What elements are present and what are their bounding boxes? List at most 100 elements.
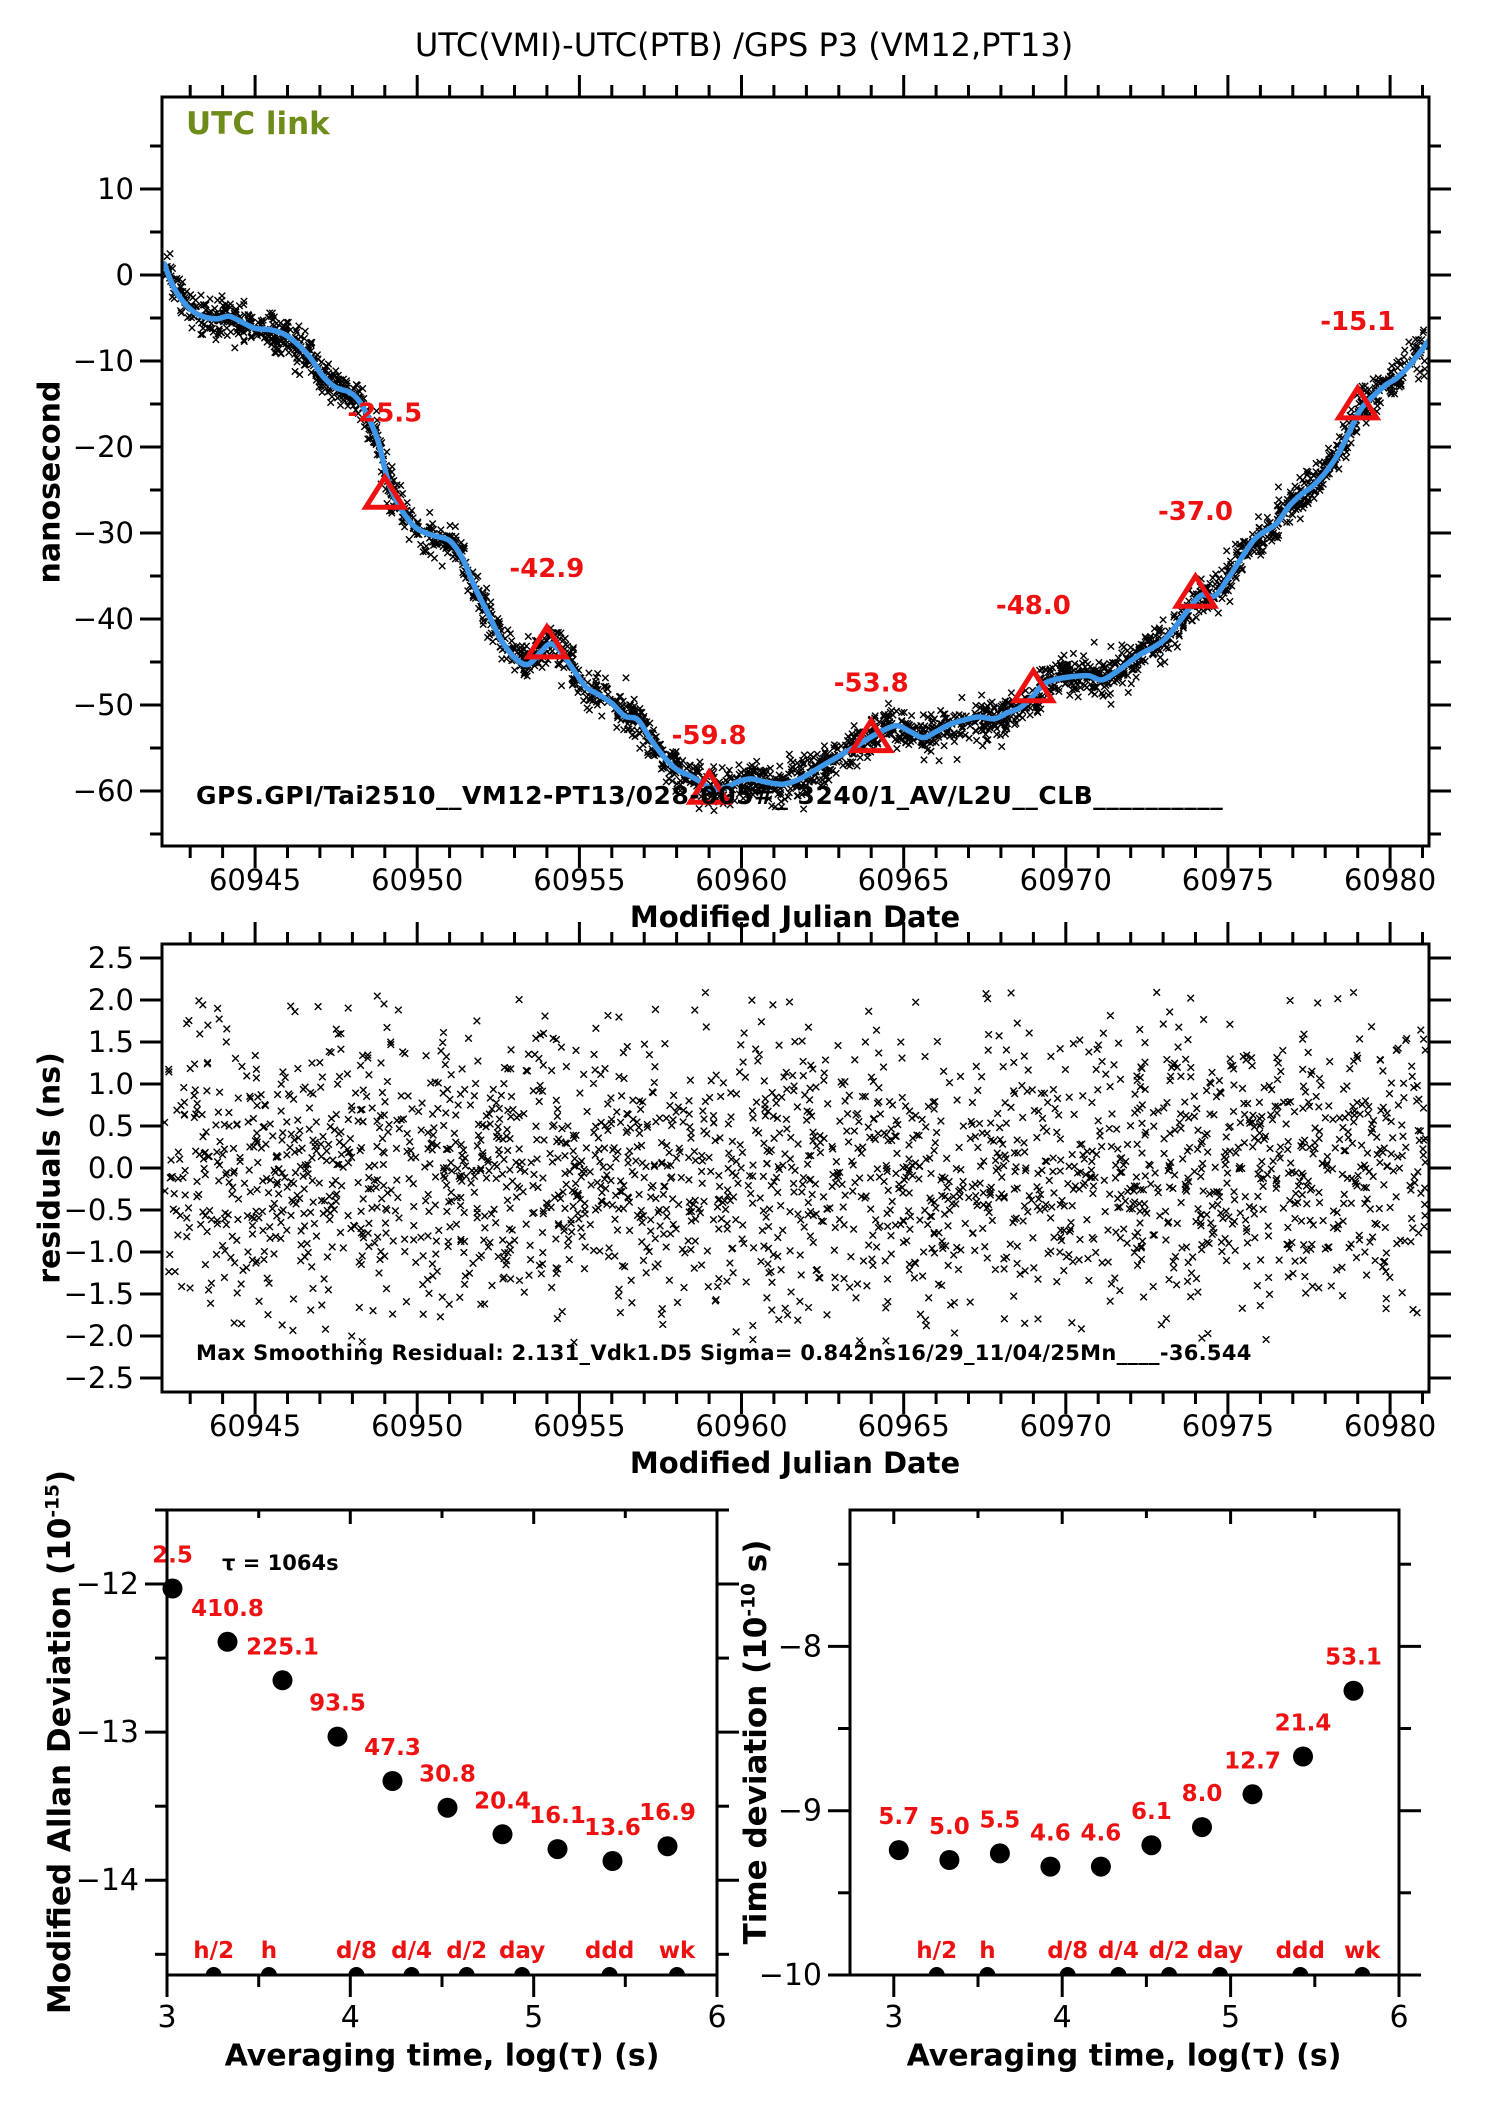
svg-text:−2.0: −2.0 [64,1319,134,1353]
svg-text:60965: 60965 [858,1409,950,1443]
svg-text:60965: 60965 [858,863,950,897]
svg-text:4.6: 4.6 [1030,1821,1071,1847]
svg-text:60960: 60960 [695,1409,787,1443]
svg-text:-48.0: -48.0 [996,591,1071,621]
svg-text:h/2: h/2 [916,1938,957,1964]
svg-text:4: 4 [1053,2000,1072,2035]
svg-text:60970: 60970 [1020,863,1112,897]
svg-text:3: 3 [884,2000,903,2035]
svg-text:−12: −12 [76,1567,139,1602]
svg-text:5.0: 5.0 [929,1814,970,1840]
svg-text:2.5: 2.5 [152,1543,193,1569]
svg-text:60975: 60975 [1182,1409,1274,1443]
svg-text:ddd: ddd [1276,1938,1325,1964]
svg-text:−1.0: −1.0 [64,1235,134,1269]
svg-text:5: 5 [524,2000,543,2035]
svg-text:6: 6 [707,2000,726,2035]
tdev-x-axis-title: Averaging time, log(τ) (s) [906,2038,1342,2074]
svg-text:d/4: d/4 [391,1938,432,1964]
svg-text:−2.5: −2.5 [64,1361,134,1395]
svg-text:20.4: 20.4 [474,1788,531,1814]
mdev-y-axis-title-text: Modified Allan Deviation (10 [42,1517,78,2015]
tdev-y-axis-title-close: s) [738,1539,774,1584]
svg-text:60950: 60950 [371,863,463,897]
svg-text:d/2: d/2 [446,1938,487,1964]
top-y-axis-title: nanosecond [32,380,68,584]
svg-text:5.5: 5.5 [980,1807,1021,1833]
mdev-y-axis-title-close: ) [42,1469,78,1485]
top-x-axis-title: Modified Julian Date [629,900,961,934]
svg-text:h: h [261,1938,277,1964]
svg-text:410.8: 410.8 [191,1596,264,1622]
page-title: UTC(VMI)-UTC(PTB) /GPS P3 (VM12,PT13) [414,26,1074,64]
svg-text:−10: −10 [759,1958,822,1993]
svg-text:day: day [499,1938,545,1964]
mdev-y-axis-title-exponent: -15 [42,1484,64,1518]
svg-text:−10: −10 [73,344,134,378]
svg-text:d/8: d/8 [336,1938,377,1964]
svg-text:-25.5: -25.5 [347,398,422,428]
svg-text:13.6: 13.6 [584,1815,641,1841]
svg-text:-42.9: -42.9 [509,554,584,584]
svg-text:−30: −30 [73,516,134,550]
svg-text:60955: 60955 [533,1409,625,1443]
svg-text:4.6: 4.6 [1081,1821,1122,1847]
svg-text:−1.5: −1.5 [64,1277,134,1311]
svg-text:−40: −40 [73,602,134,636]
svg-text:d/4: d/4 [1098,1938,1139,1964]
svg-text:16.1: 16.1 [529,1803,586,1829]
svg-text:−9: −9 [778,1794,822,1829]
svg-text:wk: wk [659,1938,696,1964]
svg-text:93.5: 93.5 [309,1691,366,1717]
svg-text:4: 4 [341,2000,360,2035]
svg-text:5.7: 5.7 [878,1804,919,1830]
svg-text:10: 10 [97,172,134,206]
svg-text:0: 0 [116,258,134,292]
svg-text:6: 6 [1389,2000,1408,2035]
svg-text:60950: 60950 [371,1409,463,1443]
svg-text:−8: −8 [778,1629,822,1664]
svg-text:8.0: 8.0 [1182,1781,1223,1807]
svg-text:−13: −13 [76,1715,139,1750]
svg-text:60945: 60945 [209,863,301,897]
svg-text:60975: 60975 [1182,863,1274,897]
svg-text:60955: 60955 [533,863,625,897]
svg-text:60945: 60945 [209,1409,301,1443]
svg-text:47.3: 47.3 [364,1735,421,1761]
svg-text:−14: −14 [76,1863,139,1898]
svg-text:-37.0: -37.0 [1158,497,1233,527]
mdev-y-axis-title: Modified Allan Deviation (10-15) [42,1470,78,2014]
svg-text:0.0: 0.0 [88,1151,134,1185]
svg-text:16.9: 16.9 [639,1800,696,1826]
tdev-y-axis-title-exponent: -10 [738,1583,760,1617]
tau-annotation: τ = 1064s [222,1551,339,1575]
svg-text:wk: wk [1344,1938,1381,1964]
svg-text:1.0: 1.0 [88,1067,134,1101]
svg-text:225.1: 225.1 [246,1634,319,1660]
svg-text:−60: −60 [73,774,134,808]
svg-text:ddd: ddd [585,1938,634,1964]
svg-text:5: 5 [1221,2000,1240,2035]
svg-text:2.0: 2.0 [88,983,134,1017]
svg-text:-59.8: -59.8 [672,721,747,751]
tdev-y-axis-title: Time deviation (10-10 s) [738,1540,774,1945]
residuals-x-axis-title: Modified Julian Date [629,1446,961,1480]
svg-text:0.5: 0.5 [88,1109,134,1143]
svg-text:day: day [1197,1938,1243,1964]
svg-text:6.1: 6.1 [1131,1799,1172,1825]
svg-text:1.5: 1.5 [88,1025,134,1059]
svg-text:d/8: d/8 [1047,1938,1088,1964]
svg-text:−50: −50 [73,688,134,722]
svg-text:3: 3 [157,2000,176,2035]
top-chart-footer: GPS.GPI/Tai2510__VM12-PT13/028-005#_ 324… [196,781,1224,810]
svg-text:12.7: 12.7 [1224,1748,1281,1774]
svg-text:30.8: 30.8 [419,1762,476,1788]
mdev-x-axis-title: Averaging time, log(τ) (s) [224,2038,660,2074]
svg-text:h: h [979,1938,995,1964]
svg-text:60980: 60980 [1344,1409,1436,1443]
svg-text:-53.8: -53.8 [834,669,909,699]
svg-text:−20: −20 [73,430,134,464]
svg-text:2.5: 2.5 [88,941,134,975]
svg-text:60980: 60980 [1344,863,1436,897]
